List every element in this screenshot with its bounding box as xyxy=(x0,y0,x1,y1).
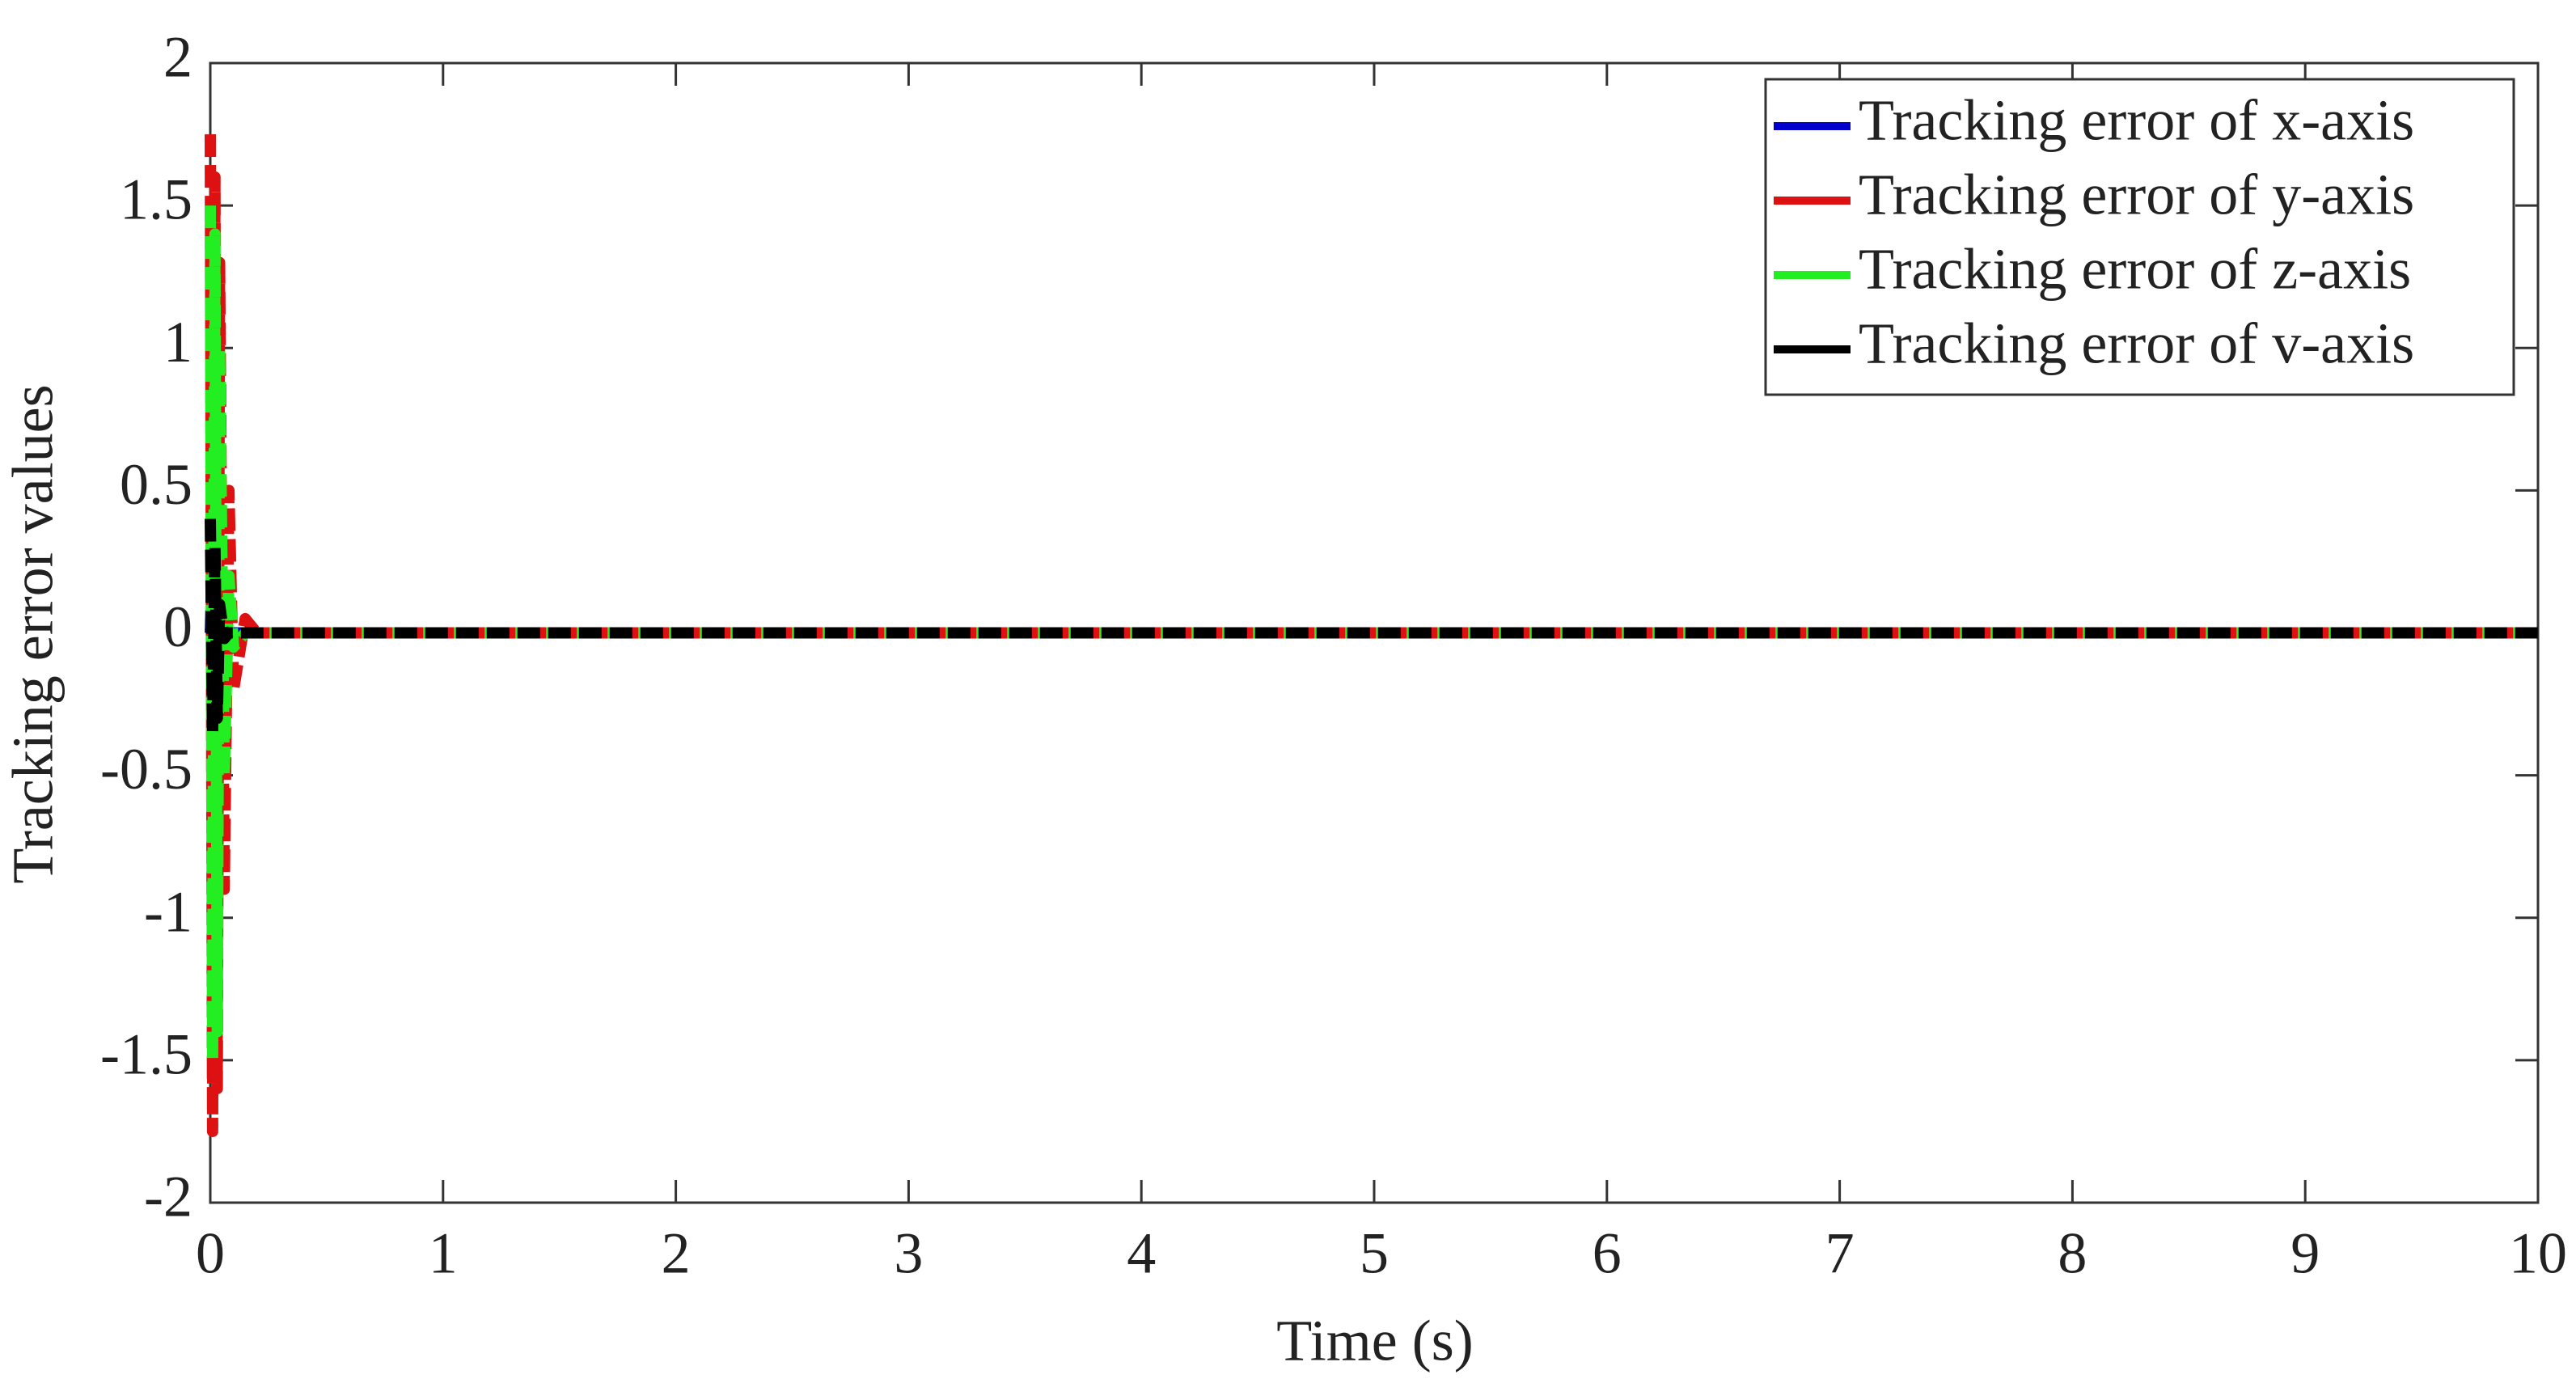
x-tick-label: 2 xyxy=(662,1221,691,1286)
x-tick-label: 9 xyxy=(2290,1221,2320,1286)
x-tick-label: 10 xyxy=(2509,1221,2567,1286)
x-axis-label: Time (s) xyxy=(1276,1309,1473,1373)
y-tick-label: 1 xyxy=(163,310,192,374)
legend-label: Tracking error of x-axis xyxy=(1859,88,2414,153)
y-tick-label: -0.5 xyxy=(100,737,192,802)
y-tick-label: 1.5 xyxy=(120,167,192,232)
y-tick-label: 0.5 xyxy=(120,452,192,517)
series-line xyxy=(205,518,2538,738)
x-tick-label: 0 xyxy=(196,1221,225,1286)
x-tick-label: 5 xyxy=(1360,1221,1389,1286)
y-axis-label: Tracking error values xyxy=(1,384,66,883)
x-tick-label: 4 xyxy=(1127,1221,1156,1286)
legend-label: Tracking error of v-axis xyxy=(1859,311,2414,376)
y-tick-label: 0 xyxy=(163,594,192,659)
y-tick-label: 2 xyxy=(163,25,192,90)
legend-label: Tracking error of z-axis xyxy=(1859,237,2411,302)
y-tick-label: -2 xyxy=(144,1165,192,1229)
x-tick-label: 8 xyxy=(2058,1221,2087,1286)
y-tick-label: -1.5 xyxy=(100,1021,192,1086)
legend-box xyxy=(1764,78,2515,396)
x-tick-label: 1 xyxy=(429,1221,458,1286)
y-tick-label: -1 xyxy=(144,879,192,944)
x-tick-label: 6 xyxy=(1593,1221,1622,1286)
x-tick-label: 3 xyxy=(894,1221,923,1286)
legend-label: Tracking error of y-axis xyxy=(1859,163,2414,227)
x-tick-label: 7 xyxy=(1825,1221,1855,1286)
